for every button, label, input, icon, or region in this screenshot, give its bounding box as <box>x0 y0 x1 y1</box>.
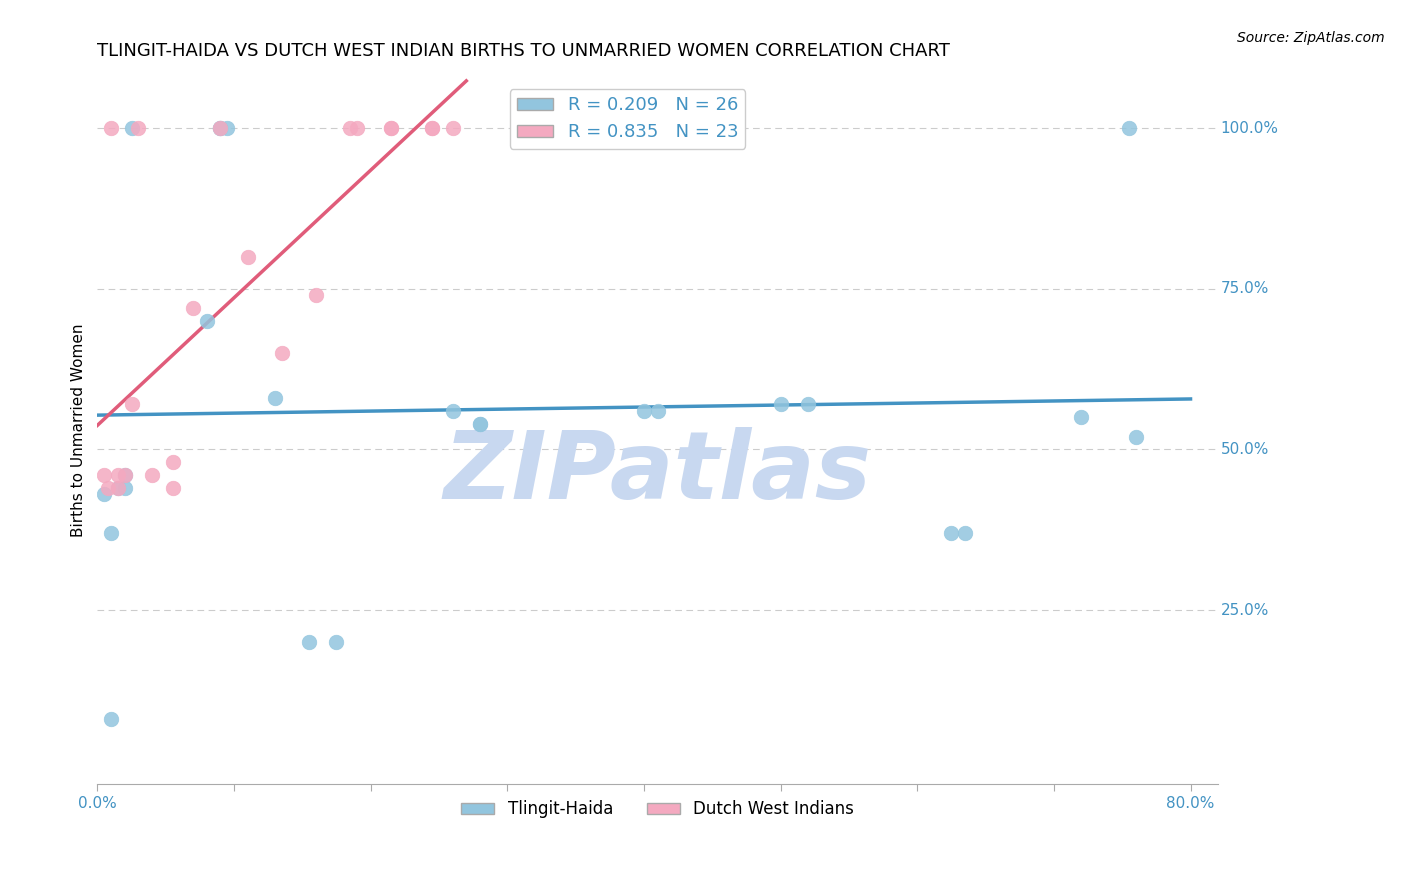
Point <box>209 121 232 136</box>
Y-axis label: Births to Unmarried Women: Births to Unmarried Women <box>72 324 86 537</box>
Point <box>141 468 163 483</box>
Text: Source: ZipAtlas.com: Source: ZipAtlas.com <box>1237 31 1385 45</box>
Point <box>325 635 347 649</box>
Point <box>114 481 136 495</box>
Point <box>941 526 963 541</box>
Text: ZIPatlas: ZIPatlas <box>443 426 872 518</box>
Point <box>107 481 129 495</box>
Point <box>181 301 204 315</box>
Point <box>114 468 136 483</box>
Text: TLINGIT-HAIDA VS DUTCH WEST INDIAN BIRTHS TO UNMARRIED WOMEN CORRELATION CHART: TLINGIT-HAIDA VS DUTCH WEST INDIAN BIRTH… <box>97 42 950 60</box>
Text: 100.0%: 100.0% <box>1220 120 1278 136</box>
Point <box>1118 121 1140 136</box>
Point <box>270 346 292 360</box>
Point <box>420 121 443 136</box>
Point <box>305 288 328 302</box>
Point <box>100 713 122 727</box>
Point <box>209 121 232 136</box>
Point <box>468 417 491 431</box>
Point <box>647 404 669 418</box>
Point <box>107 468 129 483</box>
Point <box>97 481 120 495</box>
Point <box>380 121 402 136</box>
Point <box>100 121 122 136</box>
Point <box>195 314 218 328</box>
Point <box>236 250 259 264</box>
Point <box>797 397 820 411</box>
Point <box>380 121 402 136</box>
Point <box>209 121 232 136</box>
Point <box>346 121 368 136</box>
Point <box>420 121 443 136</box>
Point <box>1125 429 1147 443</box>
Point <box>121 397 143 411</box>
Point <box>100 526 122 541</box>
Point <box>217 121 239 136</box>
Point <box>127 121 149 136</box>
Point <box>162 481 184 495</box>
Point <box>953 526 976 541</box>
Point <box>339 121 361 136</box>
Point <box>298 635 321 649</box>
Point <box>162 455 184 469</box>
Text: 25.0%: 25.0% <box>1220 603 1270 617</box>
Text: 75.0%: 75.0% <box>1220 281 1270 296</box>
Point <box>107 481 129 495</box>
Point <box>264 391 287 405</box>
Point <box>441 121 464 136</box>
Legend: Tlingit-Haida, Dutch West Indians: Tlingit-Haida, Dutch West Indians <box>454 794 860 825</box>
Point <box>1070 410 1092 425</box>
Point <box>633 404 655 418</box>
Point <box>769 397 792 411</box>
Text: 50.0%: 50.0% <box>1220 442 1270 457</box>
Point <box>93 468 115 483</box>
Point <box>441 404 464 418</box>
Point <box>114 468 136 483</box>
Point <box>93 487 115 501</box>
Point <box>468 417 491 431</box>
Point <box>121 121 143 136</box>
